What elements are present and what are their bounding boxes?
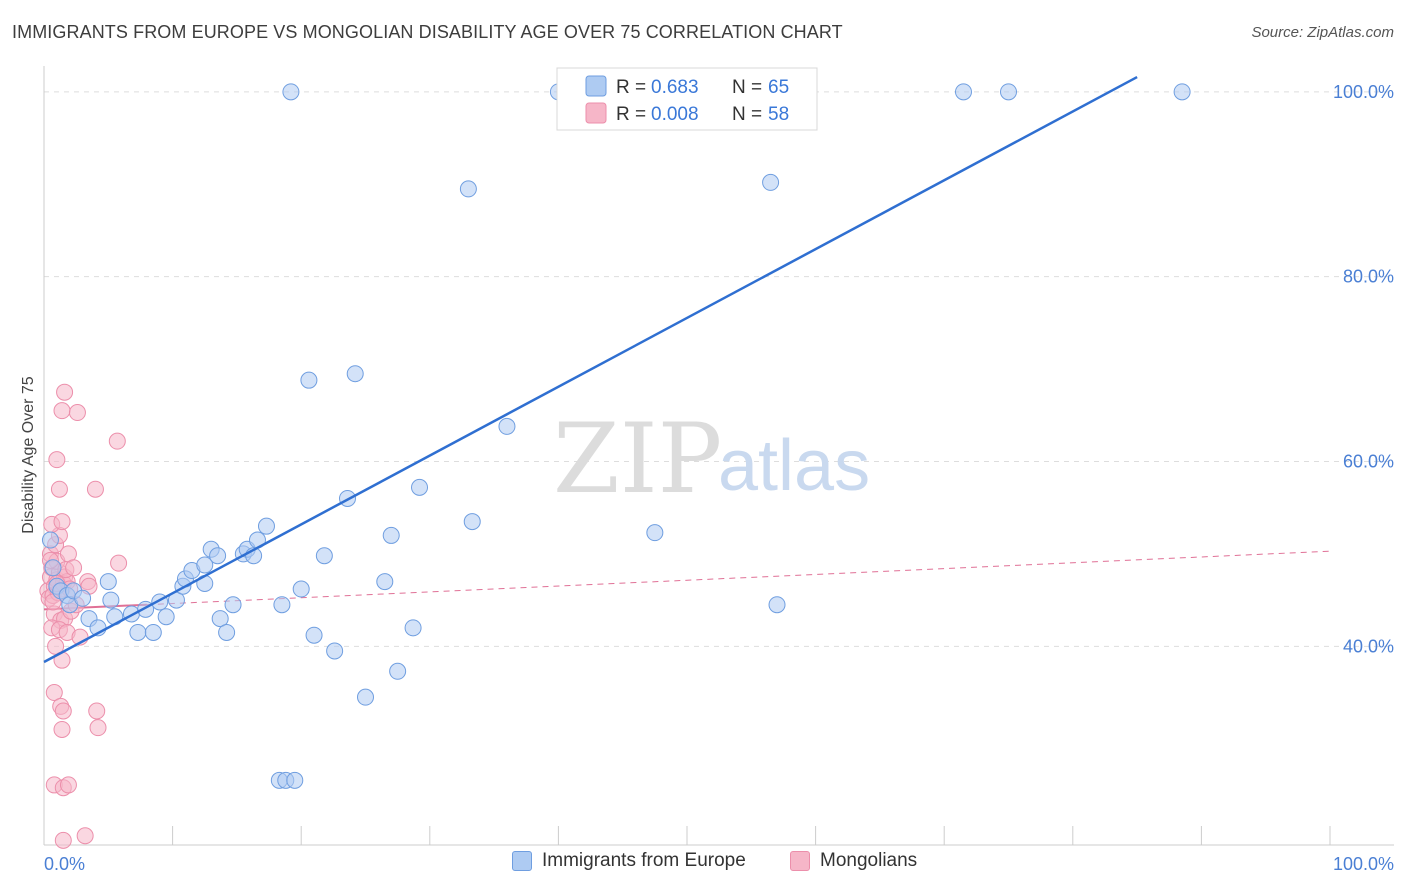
data-point-mongolians[interactable]: [86, 480, 104, 498]
data-point-immigrants-from-europe[interactable]: [292, 580, 310, 598]
data-point-mongolians[interactable]: [50, 480, 68, 498]
y-tick-label: 80.0%: [1343, 267, 1394, 287]
data-point-immigrants-from-europe[interactable]: [224, 596, 242, 614]
x-tick-label: 0.0%: [44, 854, 85, 874]
data-point-immigrants-from-europe[interactable]: [498, 417, 516, 435]
legend-n-value: 65: [768, 77, 789, 98]
y-tick-label: 100.0%: [1333, 82, 1394, 102]
data-point-immigrants-from-europe[interactable]: [300, 371, 318, 389]
watermark-zip: ZIP: [553, 403, 722, 515]
legend-n-value: 58: [768, 104, 789, 125]
legend-item-immigrants-from-europe[interactable]: Immigrants from Europe: [512, 850, 746, 872]
data-point-immigrants-from-europe[interactable]: [157, 608, 175, 626]
data-point-immigrants-from-europe[interactable]: [102, 591, 120, 609]
legend-item-mongolians[interactable]: Mongolians: [790, 850, 917, 872]
data-point-immigrants-from-europe[interactable]: [209, 547, 227, 565]
data-point-immigrants-from-europe[interactable]: [404, 619, 422, 637]
legend-r-value: 0.008: [651, 104, 699, 125]
data-point-immigrants-from-europe[interactable]: [459, 180, 477, 198]
data-point-immigrants-from-europe[interactable]: [286, 771, 304, 789]
data-point-immigrants-from-europe[interactable]: [196, 556, 214, 574]
data-point-immigrants-from-europe[interactable]: [411, 478, 429, 496]
legend-label: Mongolians: [820, 850, 918, 871]
data-point-mongolians[interactable]: [54, 702, 72, 720]
x-tick-label: 100.0%: [1333, 854, 1394, 874]
data-point-mongolians[interactable]: [53, 720, 71, 738]
data-point-mongolians[interactable]: [45, 684, 63, 702]
data-point-immigrants-from-europe[interactable]: [768, 596, 786, 614]
data-point-immigrants-from-europe[interactable]: [282, 83, 300, 101]
data-point-immigrants-from-europe[interactable]: [954, 83, 972, 101]
bottom-legend: Immigrants from Europe Mongolians: [0, 850, 1406, 880]
legend-n-label: N =: [732, 77, 762, 98]
trend-line-mongolians-solid: [43, 603, 147, 611]
data-point-immigrants-from-europe[interactable]: [346, 365, 364, 383]
data-point-immigrants-from-europe[interactable]: [463, 513, 481, 531]
legend-r-label: R =: [616, 77, 646, 98]
data-point-mongolians[interactable]: [53, 513, 71, 531]
data-point-mongolians[interactable]: [48, 451, 66, 469]
legend-label: Immigrants from Europe: [542, 850, 746, 871]
y-axis-label: Disability Age Over 75: [20, 376, 37, 534]
legend-swatch-blue: [512, 851, 532, 871]
legend-n-label: N =: [732, 104, 762, 125]
data-point-immigrants-from-europe[interactable]: [357, 688, 374, 706]
data-point-immigrants-from-europe[interactable]: [257, 517, 275, 535]
data-point-mongolians[interactable]: [108, 432, 126, 450]
data-point-mongolians[interactable]: [110, 554, 128, 572]
data-point-immigrants-from-europe[interactable]: [315, 547, 333, 565]
legend-swatch-blue: [585, 75, 607, 97]
data-point-immigrants-from-europe[interactable]: [41, 531, 59, 549]
legend-swatch-pink: [790, 851, 810, 871]
data-point-immigrants-from-europe[interactable]: [44, 559, 62, 577]
legend-r-value: 0.683: [651, 77, 699, 98]
data-point-mongolians[interactable]: [65, 559, 83, 577]
data-point-immigrants-from-europe[interactable]: [762, 173, 780, 191]
data-point-immigrants-from-europe[interactable]: [211, 610, 229, 628]
gridlines: [44, 91, 1394, 647]
data-point-mongolians[interactable]: [54, 831, 72, 849]
y-tick-label: 40.0%: [1343, 636, 1394, 656]
data-point-mongolians[interactable]: [76, 827, 94, 845]
data-point-immigrants-from-europe[interactable]: [376, 573, 394, 591]
data-point-immigrants-from-europe[interactable]: [389, 662, 407, 680]
legend-r-label: R =: [616, 104, 646, 125]
data-point-mongolians[interactable]: [88, 702, 106, 720]
y-tick-label: 60.0%: [1343, 452, 1394, 472]
source-credit: Source: ZipAtlas.com: [1251, 24, 1394, 41]
data-point-immigrants-from-europe[interactable]: [305, 626, 323, 644]
data-point-immigrants-from-europe[interactable]: [326, 642, 344, 660]
data-point-mongolians[interactable]: [89, 719, 107, 737]
data-point-immigrants-from-europe[interactable]: [218, 623, 236, 641]
data-point-mongolians[interactable]: [59, 776, 77, 794]
stats-legend: R = 0.683 N = 65 R = 0.008 N = 58: [556, 67, 818, 131]
legend-swatch-pink: [585, 102, 607, 124]
trend-immigrants-from-europe: [43, 75, 1138, 664]
data-point-immigrants-from-europe[interactable]: [273, 596, 291, 614]
data-point-immigrants-from-europe[interactable]: [129, 623, 147, 641]
chart-title: IMMIGRANTS FROM EUROPE VS MONGOLIAN DISA…: [12, 22, 843, 42]
data-point-mongolians[interactable]: [56, 383, 74, 401]
data-point-immigrants-from-europe[interactable]: [74, 589, 92, 607]
data-point-immigrants-from-europe[interactable]: [1000, 83, 1017, 101]
data-point-immigrants-from-europe[interactable]: [646, 524, 664, 542]
data-point-immigrants-from-europe[interactable]: [99, 573, 117, 591]
data-point-immigrants-from-europe[interactable]: [144, 623, 162, 641]
watermark-atlas: atlas: [718, 426, 870, 506]
trend-line-immigrants-from-europe: [43, 75, 1138, 664]
y-tick-labels: 40.0% 60.0% 80.0% 100.0%: [1333, 82, 1394, 656]
trend-mongolians: [43, 550, 1331, 611]
x-tick-labels: 0.0% 100.0%: [44, 854, 1394, 874]
data-point-mongolians[interactable]: [53, 402, 71, 420]
data-point-immigrants-from-europe[interactable]: [1173, 83, 1191, 101]
data-point-mongolians[interactable]: [68, 404, 86, 422]
axes: [43, 66, 1394, 846]
watermark: ZIP atlas: [553, 403, 870, 515]
data-point-mongolians[interactable]: [47, 637, 65, 655]
data-point-immigrants-from-europe[interactable]: [382, 526, 400, 544]
